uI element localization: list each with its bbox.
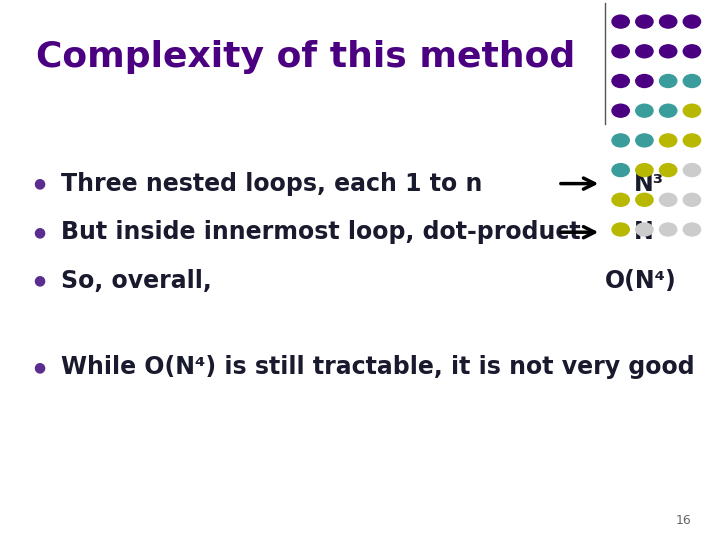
Circle shape: [683, 193, 701, 206]
Circle shape: [636, 134, 653, 147]
Circle shape: [612, 164, 629, 177]
Circle shape: [612, 134, 629, 147]
Circle shape: [660, 104, 677, 117]
Text: ●: ●: [34, 177, 45, 191]
Circle shape: [683, 75, 701, 87]
Circle shape: [636, 193, 653, 206]
Circle shape: [612, 104, 629, 117]
Text: Complexity of this method: Complexity of this method: [36, 40, 575, 73]
Text: ●: ●: [34, 274, 45, 288]
Circle shape: [660, 45, 677, 58]
Text: While O(N⁴) is still tractable, it is not very good: While O(N⁴) is still tractable, it is no…: [61, 355, 695, 379]
Text: ●: ●: [34, 225, 45, 239]
Circle shape: [636, 164, 653, 177]
Circle shape: [660, 164, 677, 177]
Text: N: N: [634, 220, 653, 244]
Circle shape: [636, 223, 653, 236]
Circle shape: [612, 45, 629, 58]
Circle shape: [683, 134, 701, 147]
Circle shape: [612, 193, 629, 206]
Circle shape: [636, 75, 653, 87]
Circle shape: [636, 45, 653, 58]
Circle shape: [683, 45, 701, 58]
Text: O(N⁴): O(N⁴): [605, 269, 677, 293]
Circle shape: [660, 15, 677, 28]
Text: ●: ●: [34, 360, 45, 374]
Circle shape: [636, 15, 653, 28]
Circle shape: [612, 75, 629, 87]
Text: But inside innermost loop, dot-product: But inside innermost loop, dot-product: [61, 220, 581, 244]
Circle shape: [683, 15, 701, 28]
Text: Three nested loops, each 1 to n: Three nested loops, each 1 to n: [61, 172, 482, 195]
Circle shape: [660, 134, 677, 147]
Circle shape: [683, 104, 701, 117]
Circle shape: [683, 223, 701, 236]
Circle shape: [612, 223, 629, 236]
Circle shape: [660, 193, 677, 206]
Circle shape: [683, 164, 701, 177]
Circle shape: [660, 223, 677, 236]
Text: N³: N³: [634, 172, 664, 195]
Text: So, overall,: So, overall,: [61, 269, 212, 293]
Circle shape: [660, 75, 677, 87]
Circle shape: [636, 104, 653, 117]
Circle shape: [612, 15, 629, 28]
Text: 16: 16: [675, 514, 691, 526]
